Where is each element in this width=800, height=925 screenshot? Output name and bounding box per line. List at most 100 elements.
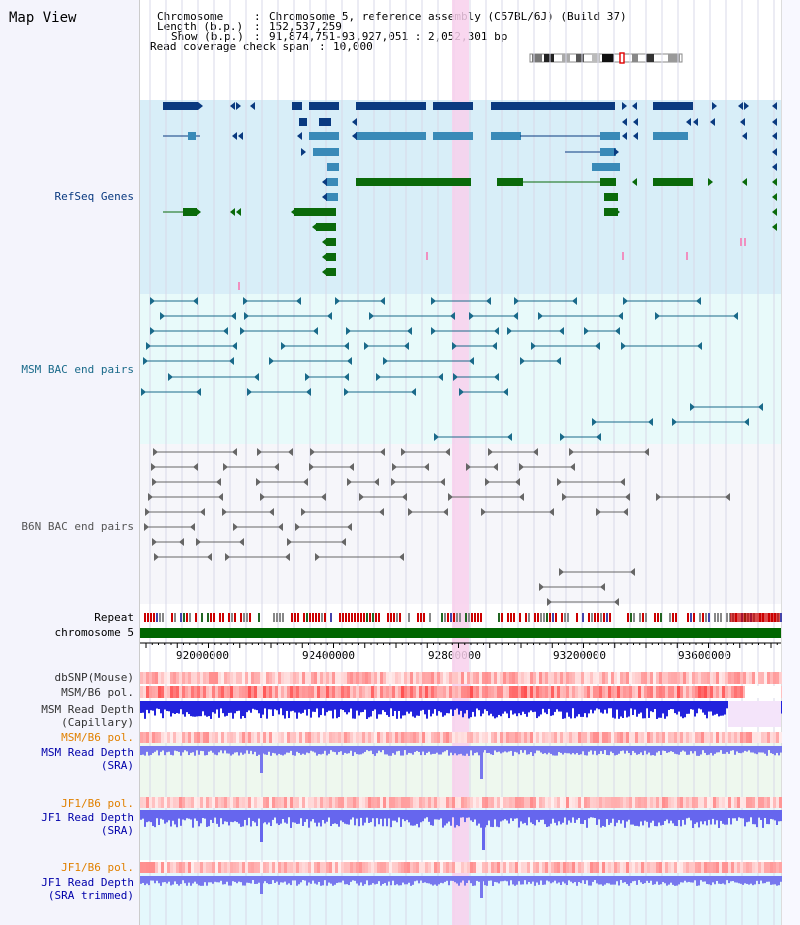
read-depth-bar [206,810,208,827]
bac-end-marker [515,478,520,486]
read-depth-bar [654,701,656,710]
read-depth-bar [552,746,554,756]
read-depth-bar [168,876,170,882]
read-depth-bar [212,876,214,884]
polymorphism-cell [275,797,278,808]
read-depth-bar [684,701,686,718]
read-depth-bar [632,810,634,825]
polymorphism-cell [464,862,467,873]
polymorphism-cell [644,862,647,873]
read-depth-bar [346,746,348,754]
polymorphism-cell [737,686,740,698]
read-depth-bar [534,746,536,754]
gene-exon-block [497,178,523,186]
read-depth-bar [668,876,670,885]
bac-end-marker [347,357,352,365]
polymorphism-cell [257,797,260,808]
read-depth-bar [554,746,556,756]
polymorphism-cell [140,797,143,808]
read-depth-bar [724,746,726,754]
polymorphism-cell [302,862,305,873]
polymorphism-cell [251,732,254,743]
read-depth-bar [384,810,386,819]
read-depth-bar [722,876,724,884]
bac-end-marker [618,312,623,320]
read-depth-bar [268,876,270,885]
read-depth-bar [376,746,378,754]
polymorphism-cell [629,797,632,808]
gene-strand-arrow [772,163,777,171]
polymorphism-cell [284,732,287,743]
read-depth-bar [512,876,514,885]
polymorphism-cell [269,686,272,698]
polymorphism-cell [158,797,161,808]
read-depth-bar [714,810,716,825]
read-depth-bar [310,876,312,884]
read-depth-bar [686,746,688,755]
read-depth-bar [468,746,470,756]
polymorphism-cell [302,672,305,684]
polymorphism-cell [371,672,374,684]
polymorphism-cell [539,797,542,808]
polymorphism-cell [704,686,707,698]
read-depth-bar [576,701,578,717]
bac-end-marker [347,478,352,486]
gene-strand-arrow [772,223,777,231]
read-depth-bar [688,701,690,714]
read-depth-bar [672,876,674,885]
polymorphism-cell [611,672,614,684]
read-depth-bar [370,876,372,885]
read-depth-bar [726,701,728,709]
right-scrollbar[interactable] [781,0,800,925]
read-depth-bar [142,746,144,755]
polymorphism-cell [176,672,179,684]
polymorphism-cell [686,797,689,808]
read-depth-bar [436,876,438,886]
polymorphism-cell [431,797,434,808]
read-depth-bar [208,701,210,717]
read-depth-bar [382,876,384,884]
bac-end-marker [572,297,577,305]
read-depth-bar [658,746,660,752]
read-depth-bar [410,746,412,754]
read-depth-bar [526,810,528,826]
read-depth-bar [536,701,538,719]
read-depth-bar [472,876,474,886]
polymorphism-cell [308,672,311,684]
polymorphism-cell [656,672,659,684]
read-depth-bar [764,876,766,884]
bac-end-marker [690,403,695,411]
read-depth-bar [418,746,420,752]
polymorphism-cell [605,797,608,808]
read-depth-bar [594,810,596,818]
polymorphism-cell [662,672,665,684]
read-depth-bar [408,876,410,883]
read-depth-bar [680,876,682,883]
bac-end-marker [269,357,274,365]
polymorphism-cell [491,862,494,873]
read-depth-bar [224,810,226,822]
read-depth-bar [610,701,612,709]
read-depth-bar [458,701,460,715]
read-depth-bar [174,701,176,715]
polymorphism-cell [290,672,293,684]
read-depth-bar [744,810,746,827]
read-depth-bar [650,876,652,881]
polymorphism-cell [431,672,434,684]
repeat-element [690,613,692,622]
read-depth-bar [732,876,734,882]
read-depth-bar [276,876,278,882]
read-depth-bar [532,876,534,882]
polymorphism-cell [266,862,269,873]
read-depth-bar [612,810,614,819]
polymorphism-cell [341,862,344,873]
read-depth-bar [608,810,610,825]
read-depth-bar [648,876,650,883]
polymorphism-cell [530,862,533,873]
read-depth-bar [508,810,510,824]
read-depth-bar [658,876,660,885]
read-depth-bar [504,810,506,820]
bac-end-marker [347,523,352,531]
read-depth-bar [380,810,382,819]
